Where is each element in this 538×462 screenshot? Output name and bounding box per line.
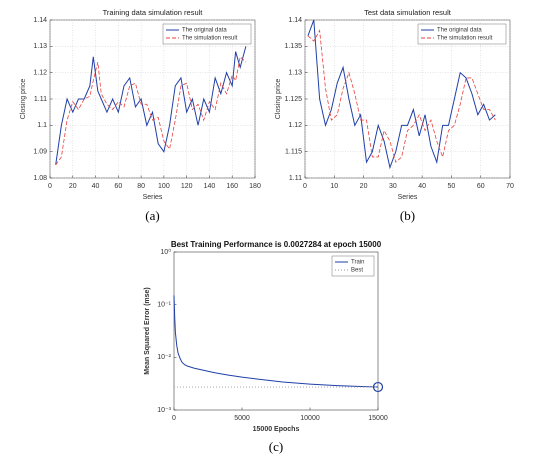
y-tick-label: 10⁰ <box>160 248 171 256</box>
x-axis-label: Series <box>143 194 163 201</box>
y-tick-label: 1.09 <box>33 149 47 156</box>
legend-box <box>331 255 375 277</box>
x-tick-label: 10000 <box>300 415 320 422</box>
x-tick-label: 0 <box>172 415 176 422</box>
chart-title: Best Training Performance is 0.0027284 a… <box>171 240 382 249</box>
legend-label: The original data <box>437 28 482 34</box>
series-line <box>307 19 496 170</box>
y-tick-label: 1.125 <box>284 96 302 103</box>
y-tick-label: 1.14 <box>288 17 302 24</box>
y-axis-label: Closing price <box>275 79 282 120</box>
x-tick-label: 30 <box>389 183 397 190</box>
x-axis-label: Series <box>398 194 418 201</box>
y-axis-label: Mean Squared Error (mse) <box>144 287 151 375</box>
y-tick-label: 1.14 <box>33 17 47 24</box>
series-line <box>55 46 247 165</box>
series-line <box>173 295 379 388</box>
x-tick-label: 0 <box>48 183 52 190</box>
legend-box <box>162 23 252 45</box>
chart-title: Test data simulation result <box>364 8 452 17</box>
x-axis-label: 15000 Epochs <box>253 426 300 433</box>
y-tick-label: 1.1 <box>37 122 47 129</box>
y-tick-label: 1.13 <box>33 43 47 50</box>
x-tick-label: 15000 <box>368 415 388 422</box>
y-axis-label: Closing price <box>20 79 27 120</box>
y-tick-label: 10⁻³ <box>157 407 171 414</box>
x-tick-label: 40 <box>92 183 100 190</box>
legend-label: The simulation result <box>437 36 493 42</box>
x-tick-label: 0 <box>303 183 307 190</box>
x-tick-label: 5000 <box>234 415 250 422</box>
x-tick-label: 160 <box>226 183 238 190</box>
subfigure-label: (b) <box>400 208 415 223</box>
x-tick-label: 60 <box>477 183 485 190</box>
y-tick-label: 1.13 <box>288 70 302 77</box>
x-tick-label: 50 <box>448 183 456 190</box>
x-tick-label: 20 <box>360 183 368 190</box>
x-tick-label: 120 <box>181 183 193 190</box>
y-tick-label: 1.11 <box>289 175 302 182</box>
legend-label: The simulation result <box>182 36 238 42</box>
subfigure-label: (a) <box>145 208 159 223</box>
y-tick-label: 1.12 <box>288 122 302 129</box>
subfigure-label: (c) <box>269 439 283 454</box>
y-tick-label: 1.08 <box>33 175 47 182</box>
x-tick-label: 20 <box>69 183 77 190</box>
y-tick-label: 1.11 <box>34 96 47 103</box>
y-tick-label: 1.12 <box>33 70 47 77</box>
y-tick-label: 10⁻¹ <box>157 302 171 309</box>
chart-title: Training data simulation result <box>103 8 204 17</box>
y-tick-label: 10⁻² <box>157 354 171 361</box>
series-line <box>307 29 496 163</box>
legend-label: Best <box>351 268 363 274</box>
x-tick-label: 140 <box>204 183 216 190</box>
x-tick-label: 80 <box>137 183 145 190</box>
y-tick-label: 1.135 <box>284 43 302 50</box>
x-tick-label: 10 <box>330 183 338 190</box>
plot-area <box>173 251 379 411</box>
y-tick-label: 1.115 <box>285 149 302 156</box>
x-tick-label: 40 <box>418 183 426 190</box>
legend-label: Train <box>351 260 364 266</box>
x-tick-label: 70 <box>506 183 514 190</box>
x-tick-label: 180 <box>249 183 261 190</box>
best-marker <box>372 381 384 393</box>
x-tick-label: 100 <box>158 183 170 190</box>
legend-box <box>417 23 507 45</box>
x-tick-label: 60 <box>114 183 122 190</box>
legend-label: The original data <box>182 28 227 34</box>
series-line <box>55 56 247 166</box>
